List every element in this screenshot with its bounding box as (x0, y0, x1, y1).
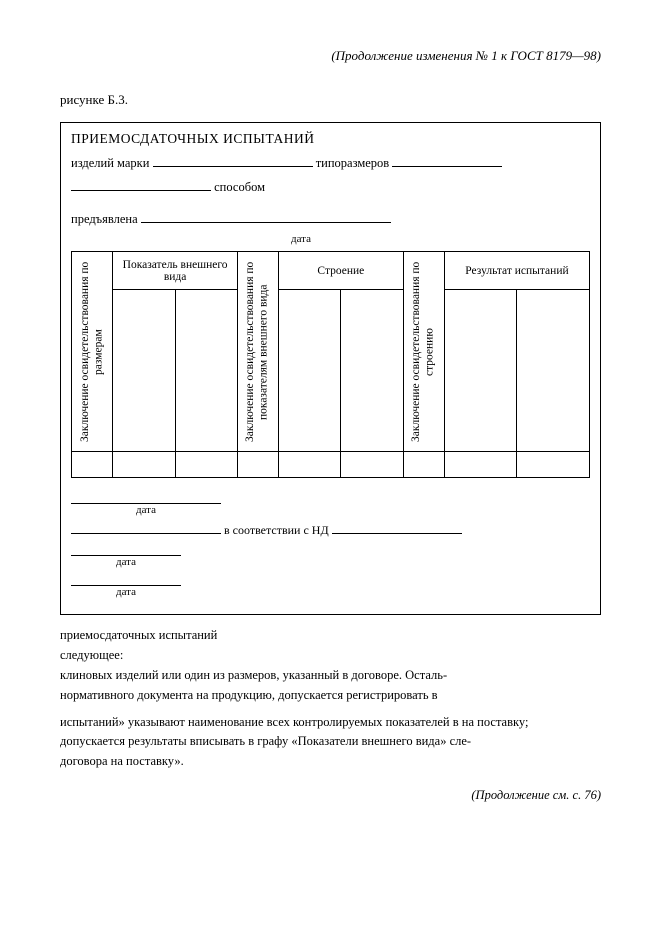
para-3: клиновых изделий или один из размеров, у… (60, 667, 601, 684)
blank-compliance-left (71, 522, 221, 534)
blank-compliance-right (332, 522, 462, 534)
cell (175, 452, 237, 478)
table-data-row (72, 452, 590, 478)
sublabel-date-1: дата (71, 504, 221, 516)
blank-line-1 (71, 492, 221, 504)
cell (72, 452, 113, 478)
body-paragraphs: приемосдаточных испытаний следующее: кли… (60, 627, 601, 770)
cell (444, 452, 517, 478)
subcol-appearance-1 (113, 290, 175, 452)
para-5: испытаний» указывают наименование всех к… (60, 714, 601, 731)
blank-sizes (392, 155, 502, 167)
form-title: ПРИЕМОСДАТОЧНЫХ ИСПЫТАНИЙ (71, 131, 590, 147)
subcol-result-2 (517, 290, 590, 452)
results-table: Заключение освидетельствования по размер… (71, 251, 590, 478)
cell (341, 452, 403, 478)
label-presented: предъявлена (71, 212, 138, 226)
page-root: (Продолжение изменения № 1 к ГОСТ 8179—9… (0, 0, 661, 843)
below-table-section: дата в соответствии с НД дата дата (71, 492, 590, 598)
label-sizes: типоразмеров (316, 156, 390, 170)
col-structure: Строение (279, 252, 403, 290)
acceptance-test-form: ПРИЕМОСДАТОЧНЫХ ИСПЫТАНИЙ изделий марки … (60, 122, 601, 615)
col-conclusion-appearance: Заключение освидетельствования по показа… (237, 252, 278, 452)
sublabel-date-3: дата (71, 586, 181, 598)
subcol-structure-2 (341, 290, 403, 452)
para-1: приемосдаточных испытаний (60, 627, 601, 644)
subcol-result-1 (444, 290, 517, 452)
para-2: следующее: (60, 647, 601, 664)
table-subheader-row (72, 290, 590, 452)
figure-reference: рисунке Б.3. (60, 92, 601, 108)
sublabel-date-top: дата (141, 233, 461, 245)
col-conclusion-structure: Заключение освидетельствования по строен… (403, 252, 444, 452)
blank-line-2 (71, 544, 181, 556)
para-4: нормативного документа на продукцию, доп… (60, 687, 601, 704)
label-method: способом (214, 180, 265, 194)
col-appearance-indicator: Показатель внешнего вида (113, 252, 237, 290)
col-conclusion-dimensions: Заключение освидетельствования по размер… (72, 252, 113, 452)
label-compliance: в соответствии с НД (224, 523, 329, 537)
blank-line-3 (71, 574, 181, 586)
para-6: допускается результаты вписывать в графу… (60, 733, 601, 750)
label-products-brand: изделий марки (71, 156, 149, 170)
col-test-result: Результат испытаний (444, 252, 589, 290)
para-7: договора на поставку». (60, 753, 601, 770)
cell (113, 452, 175, 478)
form-line-presented: предъявлена (71, 209, 590, 229)
cell (403, 452, 444, 478)
blank-presented (141, 211, 391, 223)
subcol-structure-1 (279, 290, 341, 452)
blank-brand (153, 155, 313, 167)
cell (279, 452, 341, 478)
subcol-appearance-2 (175, 290, 237, 452)
compliance-line: в соответствии с НД (71, 522, 590, 538)
cell (237, 452, 278, 478)
continuation-note: (Продолжение см. с. 76) (60, 788, 601, 803)
form-line-products: изделий марки типоразмеров (71, 153, 590, 173)
sublabel-date-2: дата (71, 556, 181, 568)
table-header-row: Заключение освидетельствования по размер… (72, 252, 590, 290)
cell (517, 452, 590, 478)
blank-method (71, 179, 211, 191)
header-continuation-note: (Продолжение изменения № 1 к ГОСТ 8179—9… (60, 48, 601, 64)
form-line-method: способом (71, 177, 590, 197)
